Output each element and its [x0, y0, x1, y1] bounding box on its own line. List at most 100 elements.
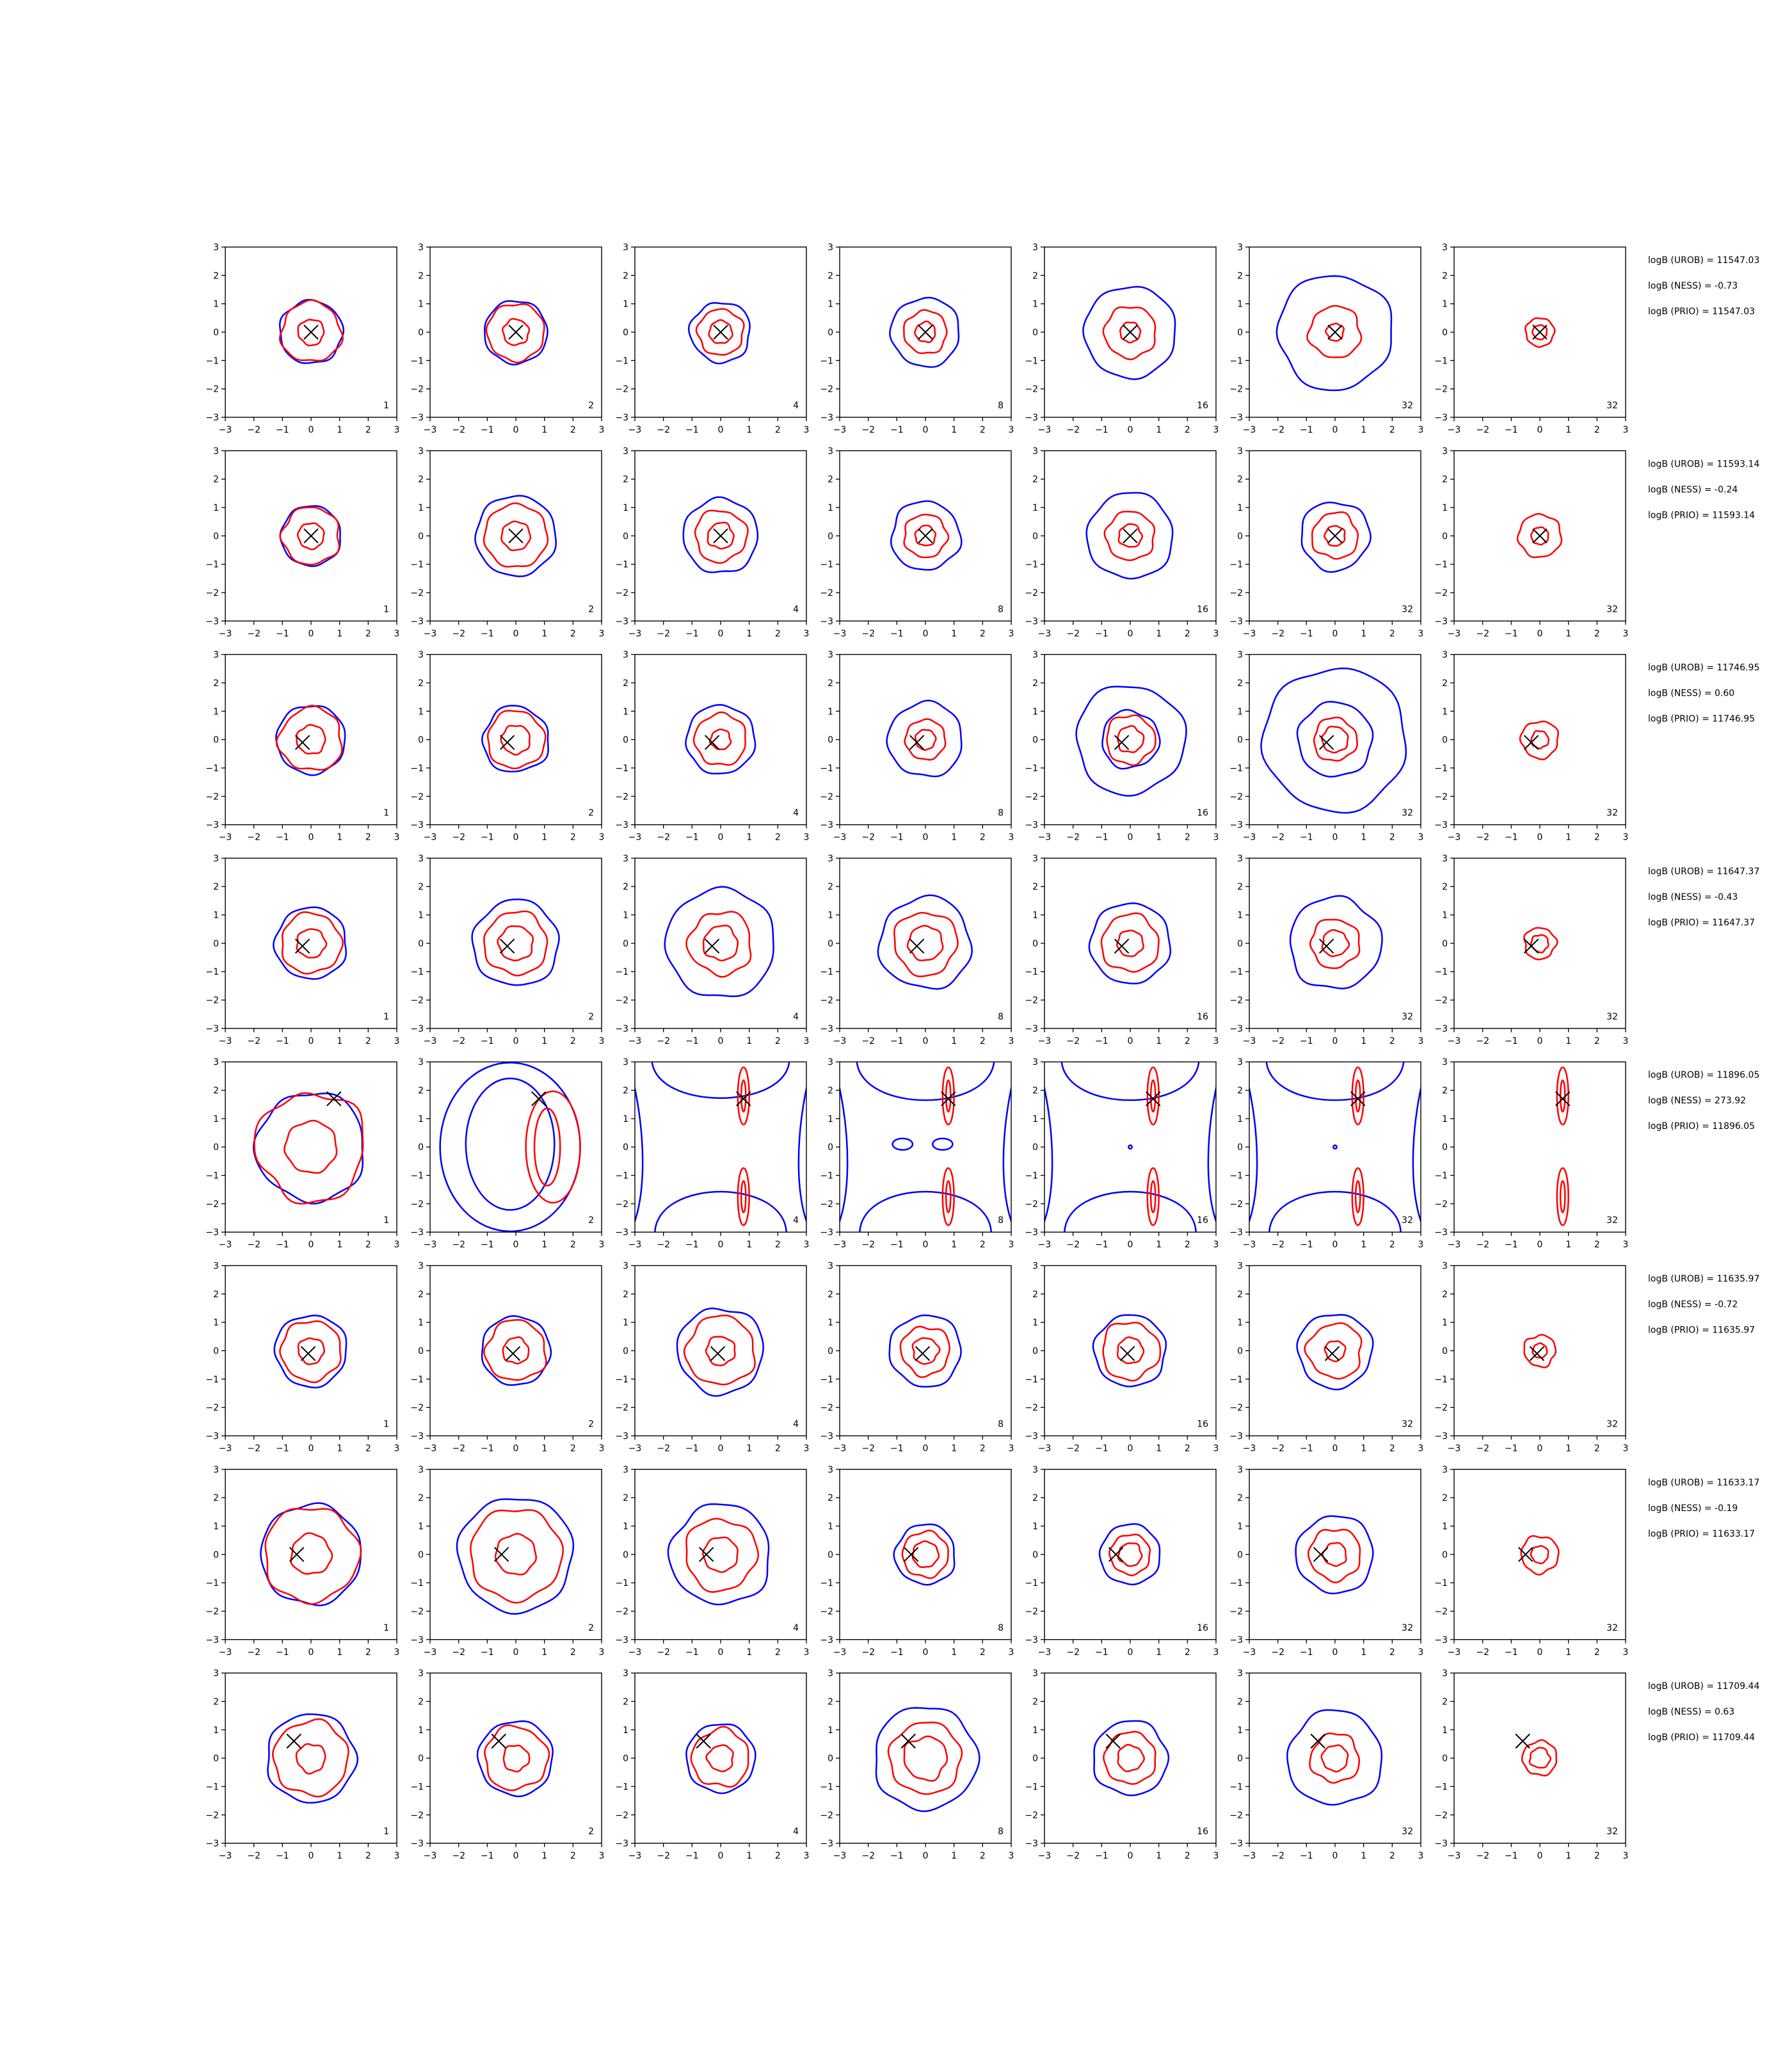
y-tick-label: 0	[418, 1550, 424, 1560]
y-tick-label: 2	[1032, 1697, 1038, 1707]
y-tick-label: −3	[410, 820, 424, 831]
panel-count-label: 2	[588, 808, 594, 819]
contour-group	[273, 906, 348, 980]
red-contour	[500, 520, 532, 552]
y-tick-label: 1	[828, 911, 833, 921]
subplot-r1-c1: −3−3 −2 −2 −1 −1 0 0 1 1 2 2 3 3 1	[205, 243, 399, 435]
panel-count-label: 32	[1606, 401, 1618, 411]
x-tick-label: −2	[1271, 1444, 1284, 1454]
red-contour	[1146, 1167, 1160, 1226]
y-tick-label: −2	[205, 1606, 219, 1617]
red-contour	[1117, 1743, 1145, 1773]
x-tick-label: −1	[890, 1036, 904, 1046]
contour-group	[1519, 720, 1559, 760]
y-tick-label: −3	[1434, 1839, 1448, 1849]
panel-count-label: 1	[383, 1420, 389, 1430]
cross-marker	[508, 324, 524, 340]
y-tick-label: 0	[213, 1347, 219, 1357]
y-tick-label: −1	[1434, 1782, 1448, 1792]
y-tick-label: 3	[623, 1261, 628, 1272]
x-tick-label: 3	[1418, 1240, 1424, 1250]
x-tick-label: 3	[1623, 833, 1629, 843]
x-tick-label: 0	[1537, 833, 1543, 843]
x-tick-label: 2	[570, 1444, 576, 1454]
red-contour	[296, 928, 328, 959]
cross-marker	[704, 735, 720, 750]
row-annotation: logB (NESS) = -0.72	[1648, 1300, 1738, 1310]
y-tick-label: −1	[410, 1782, 424, 1792]
x-tick-label: 3	[1418, 1851, 1424, 1861]
subplot-r1-c6: −3−3 −2 −2 −1 −1 0 0 1 1 2 2 3 3 32	[1229, 243, 1423, 435]
subplot-r5-c7: −3−3 −2 −2 −1 −1 0 0 1 1 2 2 3 3 32	[1434, 1057, 1628, 1250]
x-tick-label: 2	[570, 1036, 576, 1046]
y-tick-label: 2	[213, 1086, 219, 1096]
subplot-r7-c2: −3−3 −2 −2 −1 −1 0 0 1 1 2 2 3 3 2	[410, 1465, 604, 1658]
y-tick-label: 0	[828, 531, 833, 541]
subplot-r7-c7: −3−3 −2 −2 −1 −1 0 0 1 1 2 2 3 3 32	[1434, 1465, 1628, 1658]
panel-count-label: 16	[1197, 1012, 1208, 1022]
blue-contour	[1249, 1085, 1258, 1224]
y-tick-label: −1	[820, 356, 833, 366]
axes-frame	[634, 1061, 807, 1233]
y-tick-label: 3	[1237, 1261, 1243, 1272]
red-contour	[702, 1536, 739, 1573]
x-tick-label: −2	[452, 1647, 465, 1658]
x-tick-label: −2	[452, 1444, 465, 1454]
y-tick-label: 2	[828, 1493, 833, 1503]
x-tick-label: −1	[685, 1444, 699, 1454]
axes-frame	[1249, 653, 1421, 826]
x-tick-label: 1	[746, 1240, 752, 1250]
y-tick-label: −3	[1229, 413, 1243, 423]
blue-contour	[476, 1720, 554, 1798]
y-tick-label: −2	[410, 385, 424, 395]
x-tick-label: 0	[1537, 425, 1543, 435]
panel-count-label: 32	[1606, 1420, 1618, 1430]
contour-group	[1276, 275, 1393, 392]
x-tick-label: 1	[746, 628, 752, 639]
x-tick-label: 1	[746, 833, 752, 843]
panel-count-label: 16	[1197, 1827, 1208, 1837]
subplot-r6-c4: −3−3 −2 −2 −1 −1 0 0 1 1 2 2 3 3 8	[820, 1261, 1014, 1454]
y-tick-label: 0	[1032, 1754, 1038, 1764]
x-tick-label: 1	[1565, 628, 1571, 639]
x-tick-label: −1	[1300, 425, 1313, 435]
y-tick-label: −3	[205, 616, 219, 627]
contour-group	[1289, 895, 1383, 989]
y-tick-label: 1	[1032, 1114, 1038, 1124]
y-tick-label: −2	[1434, 1403, 1448, 1413]
x-tick-label: −1	[685, 1036, 699, 1046]
x-tick-label: 1	[541, 1851, 547, 1861]
y-tick-label: 3	[828, 1465, 833, 1475]
y-tick-label: 1	[1237, 1114, 1243, 1124]
x-tick-label: −1	[1095, 1444, 1108, 1454]
y-tick-label: −1	[205, 764, 219, 774]
y-tick-label: −2	[1434, 792, 1448, 802]
x-tick-label: −3	[424, 1851, 437, 1861]
x-tick-label: 2	[775, 628, 781, 639]
row-annotation: logB (UROB) = 11709.44	[1648, 1681, 1759, 1692]
x-tick-label: 3	[1623, 628, 1629, 639]
blue-contour	[1207, 1085, 1216, 1224]
x-tick-label: 3	[599, 628, 605, 639]
x-tick-label: −1	[1505, 1851, 1518, 1861]
y-tick-label: −2	[1434, 1606, 1448, 1617]
y-tick-label: 1	[213, 911, 219, 921]
contour-group	[1044, 1062, 1216, 1233]
red-contour	[737, 1167, 750, 1226]
x-tick-label: 2	[775, 1851, 781, 1861]
x-tick-label: 1	[1156, 628, 1162, 639]
y-tick-label: −2	[1025, 1199, 1038, 1210]
axes-frame	[1044, 450, 1217, 621]
y-tick-label: 0	[213, 1754, 219, 1764]
y-tick-label: −3	[820, 616, 833, 627]
x-tick-label: −1	[1095, 1851, 1108, 1861]
x-tick-label: 1	[1361, 425, 1366, 435]
red-contour	[690, 1725, 749, 1788]
blue-contour	[1296, 701, 1374, 778]
y-tick-label: −3	[1434, 1024, 1448, 1034]
x-tick-label: 3	[1009, 833, 1014, 843]
blue-contour	[1060, 1062, 1200, 1101]
x-tick-label: −3	[219, 1036, 232, 1046]
y-tick-label: −2	[1434, 385, 1448, 395]
y-tick-label: 2	[1032, 1493, 1038, 1503]
